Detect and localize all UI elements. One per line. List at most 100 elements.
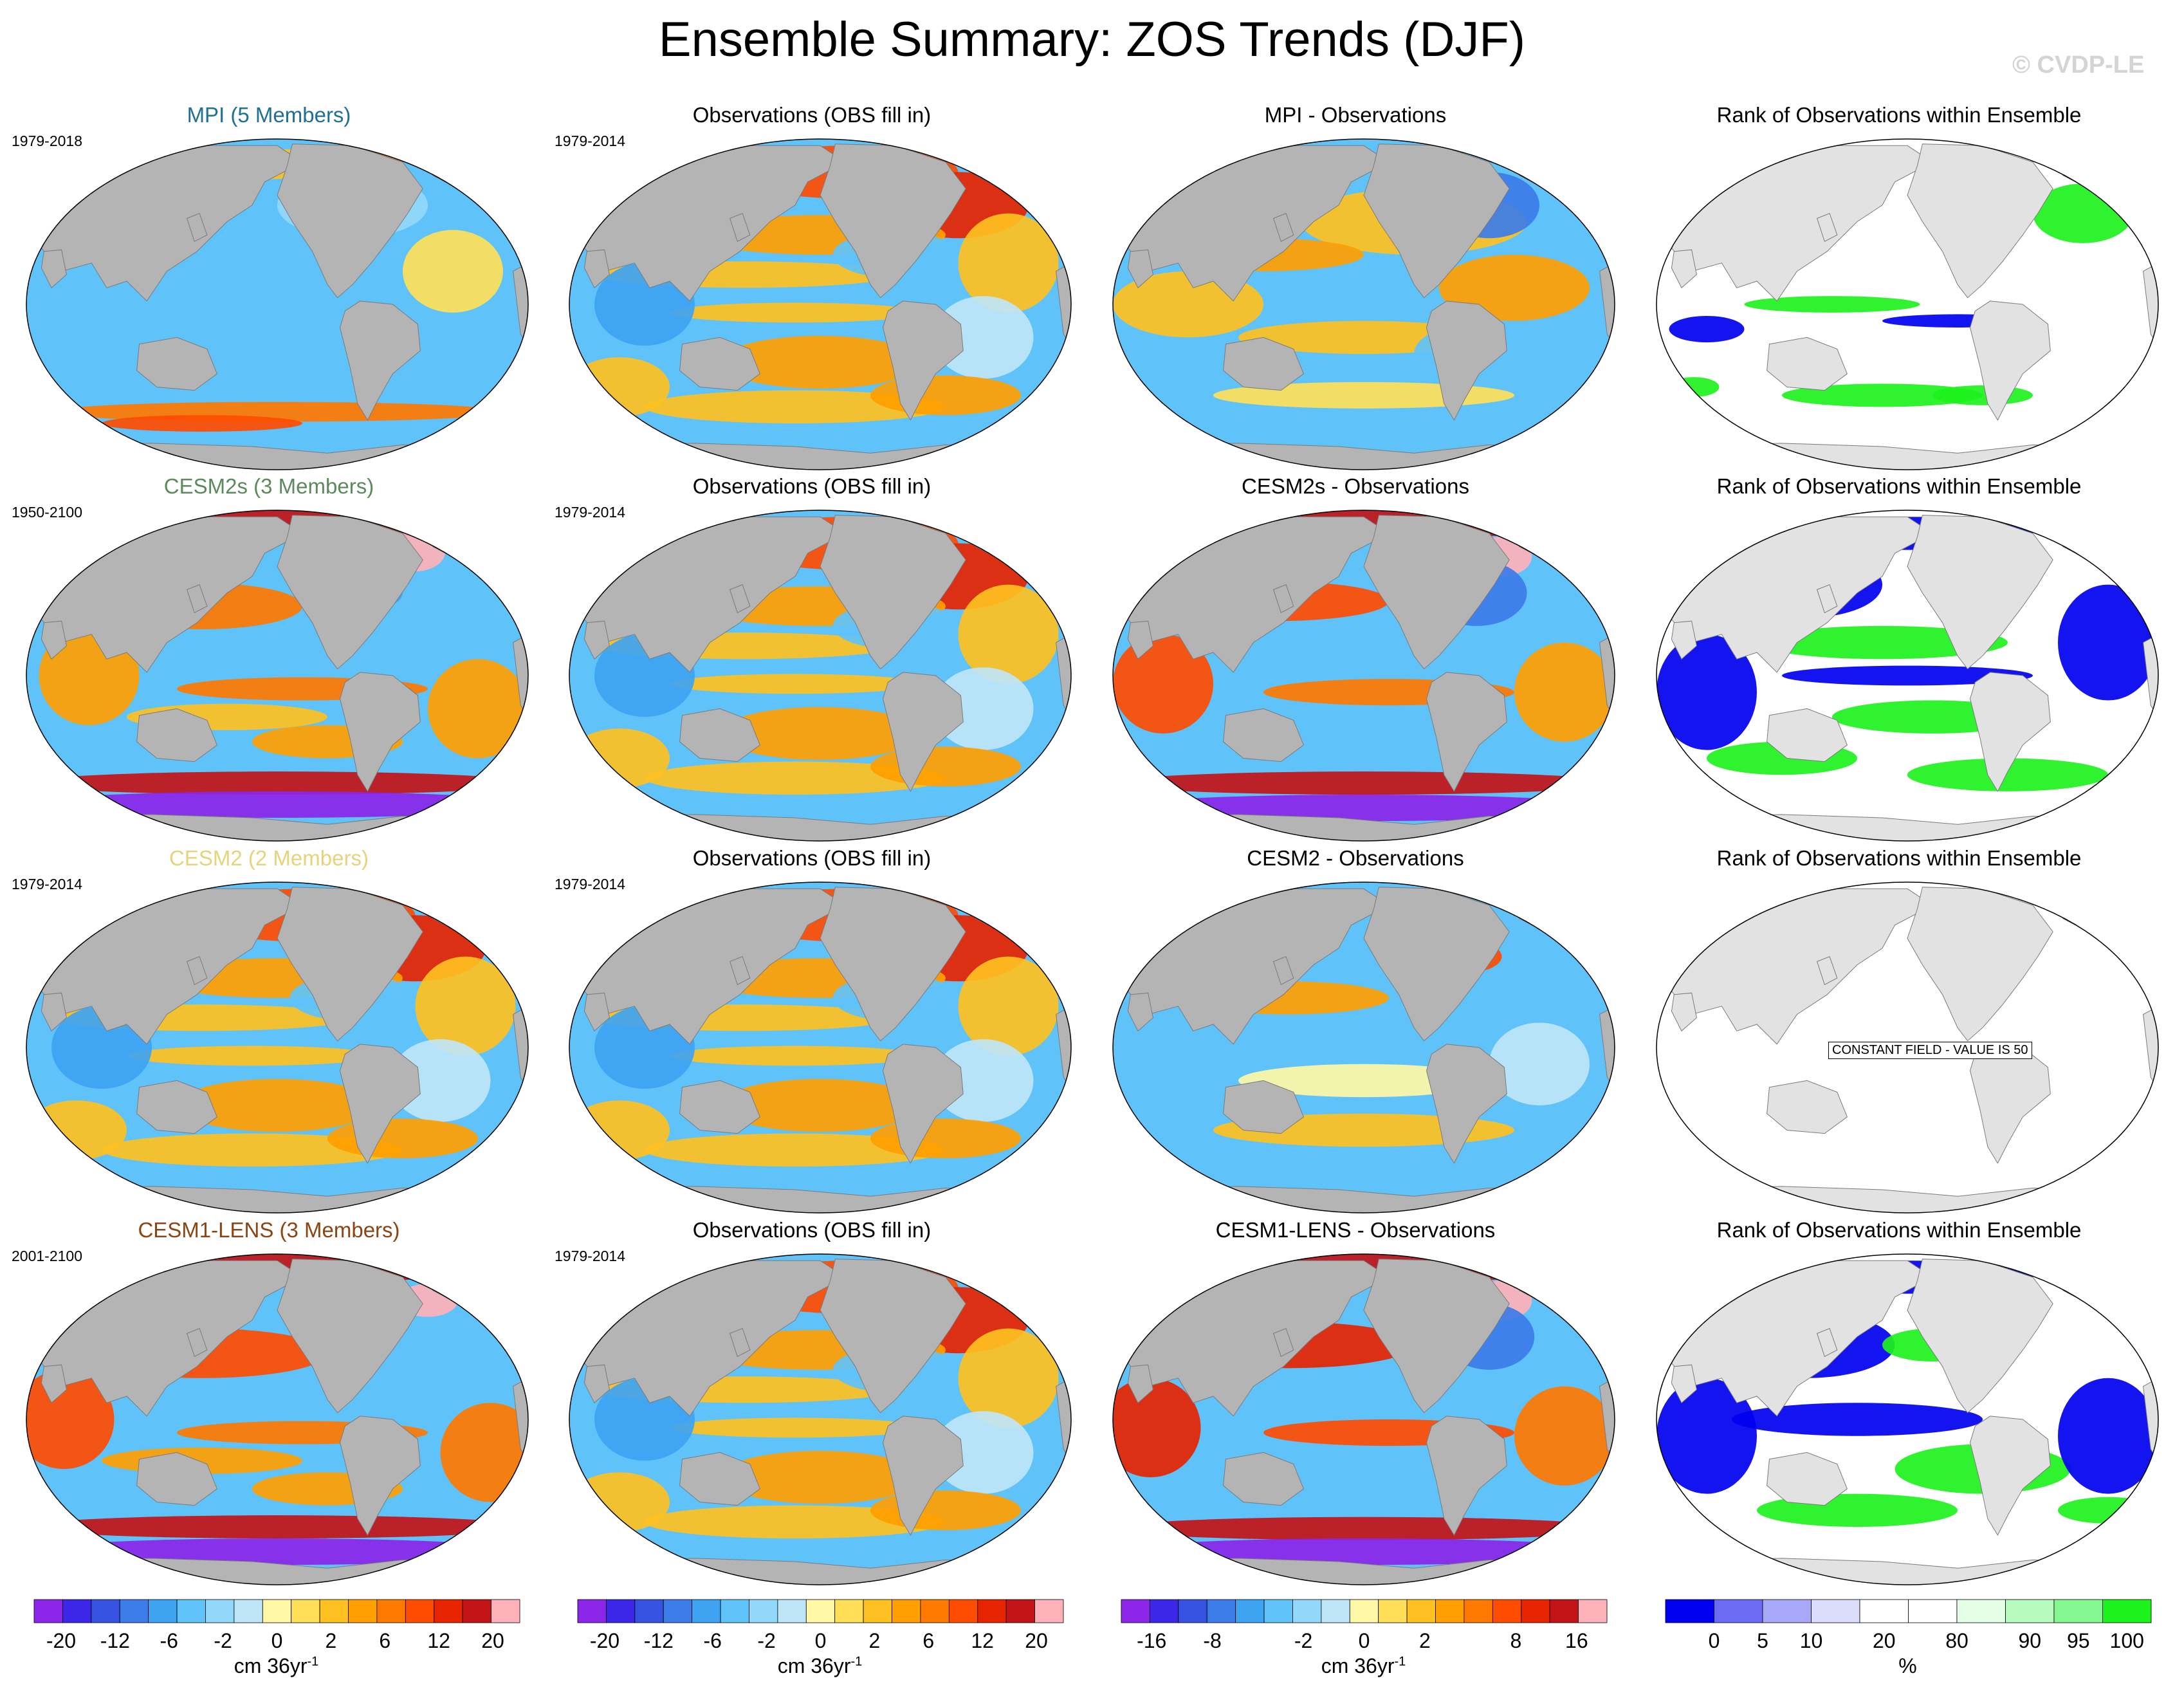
land-europe [1589, 1289, 1615, 1351]
constant-field-label: CONSTANT FIELD - VALUE IS 50 [1828, 1042, 2032, 1059]
land-sam [882, 672, 964, 792]
land-aus [136, 708, 218, 762]
trend-region [870, 746, 1021, 787]
land-japan [1272, 212, 1294, 243]
land-india [1671, 1364, 1697, 1404]
trend-region [26, 1538, 528, 1565]
trend-region [569, 357, 670, 417]
land-japan [1816, 584, 1838, 614]
trend-region [670, 302, 921, 323]
colorbar-box [805, 1599, 836, 1623]
map-border [1112, 138, 1615, 470]
colorbar-tick-label: 5 [1757, 1629, 1768, 1652]
colorbar-box [1811, 1599, 1860, 1623]
panel-title: MPI - Observations [1264, 103, 1447, 127]
trend-region [127, 1046, 378, 1066]
land-india [1671, 620, 1697, 660]
colorbar-box [491, 1599, 520, 1623]
panel-title: Observations (OBS fill in) [692, 1218, 931, 1242]
trend-region [2058, 584, 2158, 701]
land-europe [1589, 918, 1615, 979]
colorbar-box [920, 1599, 950, 1623]
period-label: 1979-2014 [12, 876, 82, 892]
panel-title: CESM2 - Observations [1247, 846, 1464, 870]
land-india [583, 620, 610, 660]
colorbar-tick-label: -6 [703, 1629, 722, 1652]
trend-region [1732, 1403, 1983, 1436]
land-japan [729, 1327, 751, 1358]
land-nam [1363, 143, 1510, 299]
colorbar-unit: cm 36yr-1 [234, 1654, 319, 1677]
panel-obs-row4: Observations (OBS fill in) 1979-2014 [555, 1218, 1072, 1590]
colorbar-observations: -20 -12 -6 -2 0 2 6 12 20 cm 36yr-1 [577, 1599, 1066, 1683]
colorbar-box [1406, 1599, 1436, 1623]
colorbar-boxes [1121, 1599, 1608, 1623]
colorbar-box [205, 1599, 235, 1623]
trend-region [958, 956, 1059, 1056]
period-label: 2001-2100 [12, 1248, 82, 1264]
colorbar-box [1714, 1599, 1763, 1623]
panel-model-row2: CESM2s (3 Members) 1950-2100 [12, 474, 529, 846]
land-nam [820, 143, 966, 299]
world-map [26, 138, 529, 470]
map-border [1112, 881, 1615, 1214]
colorbar-box [834, 1599, 864, 1623]
land-aus [1766, 708, 1848, 762]
colorbar-box [749, 1599, 778, 1623]
land-sam [339, 1044, 421, 1164]
land-europe [2133, 546, 2158, 607]
map-border [26, 881, 529, 1214]
panel-diff-row1: MPI - Observations [1098, 103, 1615, 475]
land-nam [1363, 887, 1510, 1042]
land-nam [1363, 515, 1510, 670]
world-map [1112, 881, 1615, 1214]
land-aus [1766, 1452, 1848, 1506]
panel-title: Rank of Observations within Ensemble [1716, 474, 2082, 498]
trend-region [720, 1078, 921, 1132]
world-map [26, 1253, 529, 1585]
land-nam [1907, 887, 2053, 1042]
land-japan [186, 212, 208, 243]
panel-rank-row3: Rank of Observations within Ensemble CONS… [1642, 846, 2159, 1218]
panel-title: Observations (OBS fill in) [692, 474, 931, 498]
land-sam [339, 1416, 421, 1536]
land-sam [882, 300, 964, 421]
colorbar-box [2005, 1599, 2055, 1623]
panel-obs-row2: Observations (OBS fill in) 1979-2014 [555, 474, 1072, 846]
trend-region [26, 771, 528, 795]
colorbar-tick-label: 80 [1945, 1629, 1968, 1652]
panel-title: CESM2 (2 Members) [169, 846, 369, 870]
colorbar-tick-label: -20 [589, 1629, 620, 1652]
panel-title: CESM1-LENS - Observations [1215, 1218, 1496, 1242]
land-nam [277, 1259, 423, 1414]
land-nam [1363, 1259, 1510, 1414]
colorbar-tick-label: 6 [379, 1629, 391, 1652]
watermark: © CVDP-LE [2012, 51, 2145, 78]
colorbar-rank: 0 5 10 20 80 90 95 100% [1665, 1599, 2154, 1683]
panel-title: Rank of Observations within Ensemble [1716, 103, 2082, 127]
land-japan [729, 584, 751, 614]
land-nam [277, 887, 423, 1042]
land-japan [729, 212, 751, 243]
land-japan [186, 955, 208, 986]
map-border [26, 510, 529, 842]
land-sam [1969, 300, 2051, 421]
colorbar-box [234, 1599, 263, 1623]
colorbar-tick-label: 95 [2066, 1629, 2090, 1652]
land-sam [1969, 1416, 2051, 1536]
land-europe [2133, 1289, 2158, 1351]
trend-region [594, 1378, 695, 1461]
colorbar-tick-label: -2 [757, 1629, 776, 1652]
colorbar-tick-label: -12 [643, 1629, 674, 1652]
trend-region [594, 263, 695, 346]
colorbar-box [1859, 1599, 1909, 1623]
trend-region [670, 1417, 921, 1438]
panel-diff-row4: CESM1-LENS - Observations [1098, 1218, 1615, 1590]
world-map [1656, 138, 2159, 470]
trend-region [1113, 1517, 1615, 1540]
land-japan [186, 1327, 208, 1358]
panel-title: Rank of Observations within Ensemble [1716, 846, 2082, 870]
colorbar-box [1378, 1599, 1408, 1623]
trend-region [1744, 296, 1920, 313]
colorbar-box [1150, 1599, 1179, 1623]
